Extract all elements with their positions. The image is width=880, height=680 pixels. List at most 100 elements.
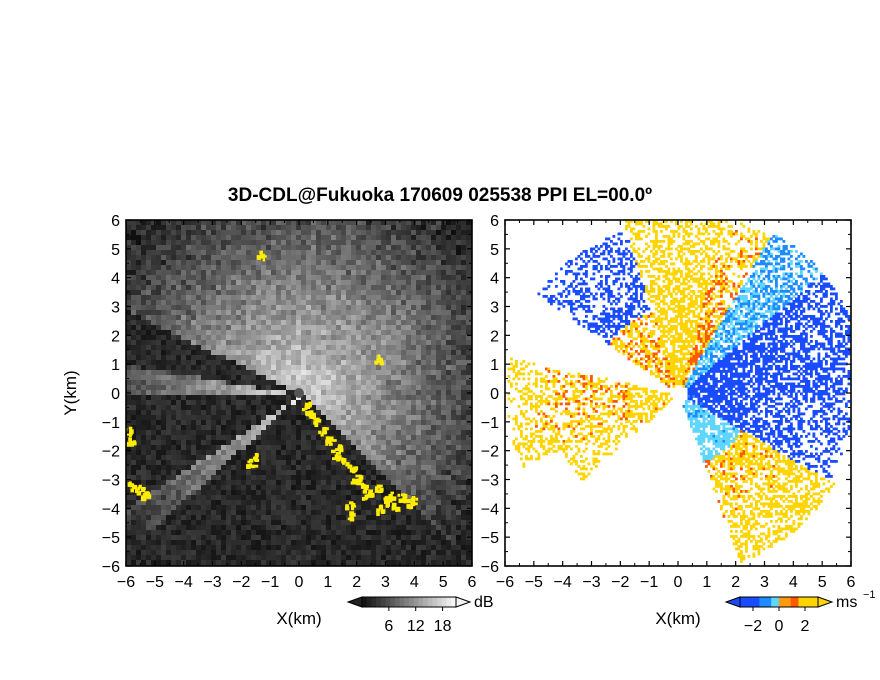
- highlight-echo: [129, 429, 134, 434]
- highlight-echo: [259, 250, 264, 255]
- highlight-echo: [398, 498, 404, 503]
- highlight-echo: [352, 478, 357, 483]
- y-tick-label: −3: [102, 473, 120, 490]
- colorbar-segment: [763, 597, 768, 607]
- y-tick-label: 3: [111, 300, 120, 317]
- velocity-panel: −6 −5 −4 −3 −2 −1 0 1 2 3 4 5 6 6 5 4 3 2 1 0 −1 −2 −3 −4 −5 −6 X(…: [481, 213, 876, 635]
- x-tick-label: 1: [702, 574, 711, 591]
- highlight-echo: [391, 502, 397, 508]
- highlight-echo: [304, 405, 308, 410]
- highlight-echo: [349, 467, 354, 473]
- highlight-echo: [130, 488, 134, 493]
- y-tick-label: −1: [481, 415, 499, 432]
- y-tick-label: −2: [102, 444, 120, 461]
- highlight-echo: [335, 448, 340, 451]
- highlight-echo: [249, 463, 253, 467]
- colorbar-tick-label: 18: [434, 618, 452, 635]
- colorbar-arrow-low: [724, 596, 741, 608]
- x-axis-label: X(km): [655, 609, 700, 628]
- x-tick-label: 6: [468, 574, 477, 591]
- highlight-echo: [384, 496, 390, 500]
- highlight-echo: [379, 361, 384, 366]
- highlight-echo: [379, 504, 383, 509]
- y-tick-label: 6: [490, 213, 499, 230]
- highlight-echo: [340, 457, 344, 461]
- x-tick-label: −4: [175, 574, 193, 591]
- highlight-echo: [349, 516, 354, 521]
- highlight-echo: [127, 433, 132, 438]
- highlight-echo: [405, 498, 411, 504]
- highlight-echo: [377, 354, 381, 359]
- highlight-echo: [379, 487, 384, 492]
- x-tick-label: 5: [818, 574, 827, 591]
- highlight-echo: [392, 496, 397, 501]
- highlight-echo: [311, 412, 316, 418]
- y-tick-label: 3: [490, 300, 499, 317]
- highlight-echo: [351, 505, 357, 508]
- highlight-echo: [389, 497, 393, 503]
- highlight-echo: [361, 496, 366, 501]
- highlight-echo: [379, 484, 383, 488]
- highlight-echo: [374, 360, 379, 365]
- highlight-echo: [347, 465, 353, 469]
- colorbar-segment: [814, 597, 819, 607]
- x-tick-label: 4: [410, 574, 419, 591]
- colorbar-segment: [423, 597, 429, 607]
- colorbar-frame: [361, 596, 457, 608]
- x-tick-label: −6: [496, 574, 514, 591]
- colorbar-segment: [390, 597, 396, 607]
- x-tick-label: −1: [261, 574, 279, 591]
- highlight-echo: [350, 502, 356, 507]
- y-tick-label: 0: [490, 386, 499, 403]
- highlight-echo: [396, 506, 401, 510]
- x-tick-label: 2: [731, 574, 740, 591]
- highlight-echo: [127, 482, 131, 487]
- highlight-echo: [325, 436, 330, 442]
- colorbar-segment: [743, 597, 749, 607]
- highlight-echo: [254, 452, 259, 457]
- colorbar-segment: [779, 597, 784, 607]
- highlight-echo: [355, 474, 360, 478]
- highlight-echo: [136, 491, 142, 496]
- colorbar-segment: [790, 597, 795, 607]
- highlight-echo: [413, 502, 418, 506]
- highlight-echo: [261, 253, 266, 257]
- colorbar-tick-label: 2: [801, 618, 810, 635]
- highlight-echo: [351, 468, 356, 474]
- highlight-echo: [331, 439, 337, 442]
- highlight-echo: [305, 411, 311, 417]
- highlight-echo: [255, 458, 260, 463]
- y-tick-label: 6: [111, 213, 120, 230]
- highlight-echo: [360, 475, 364, 480]
- highlight-echo: [328, 436, 334, 441]
- highlight-echo: [380, 510, 385, 515]
- highlight-echo: [320, 433, 324, 437]
- x-axis-label: X(km): [276, 609, 321, 628]
- x-tick-label: 6: [847, 574, 856, 591]
- highlight-echo: [253, 456, 259, 460]
- highlight-echo: [376, 508, 381, 512]
- colorbar-segment: [409, 597, 415, 607]
- intensity-colorbar: 6 12 18 dB: [346, 594, 494, 635]
- y-tick-label: −5: [481, 530, 499, 547]
- highlight-echo: [141, 488, 146, 493]
- x-tick-label: 0: [674, 574, 683, 591]
- y-tick-label: 4: [111, 271, 120, 288]
- highlight-echo: [128, 437, 132, 442]
- y-tick-label: −4: [481, 501, 499, 518]
- highlight-echo: [388, 494, 393, 497]
- colorbar-segment: [451, 597, 457, 607]
- highlight-echo: [138, 484, 142, 489]
- highlight-echo: [140, 486, 146, 491]
- highlight-echo: [247, 460, 250, 464]
- highlight-echo: [359, 478, 363, 482]
- highlight-echo: [368, 489, 372, 493]
- highlight-echo: [146, 494, 152, 499]
- intensity-core: [294, 388, 304, 398]
- highlight-echo: [306, 404, 310, 408]
- highlight-echo: [391, 505, 395, 511]
- highlight-echo: [403, 499, 407, 504]
- x-tick-label: −5: [146, 574, 164, 591]
- highlight-echo: [322, 430, 328, 435]
- x-tick-label: −5: [525, 574, 543, 591]
